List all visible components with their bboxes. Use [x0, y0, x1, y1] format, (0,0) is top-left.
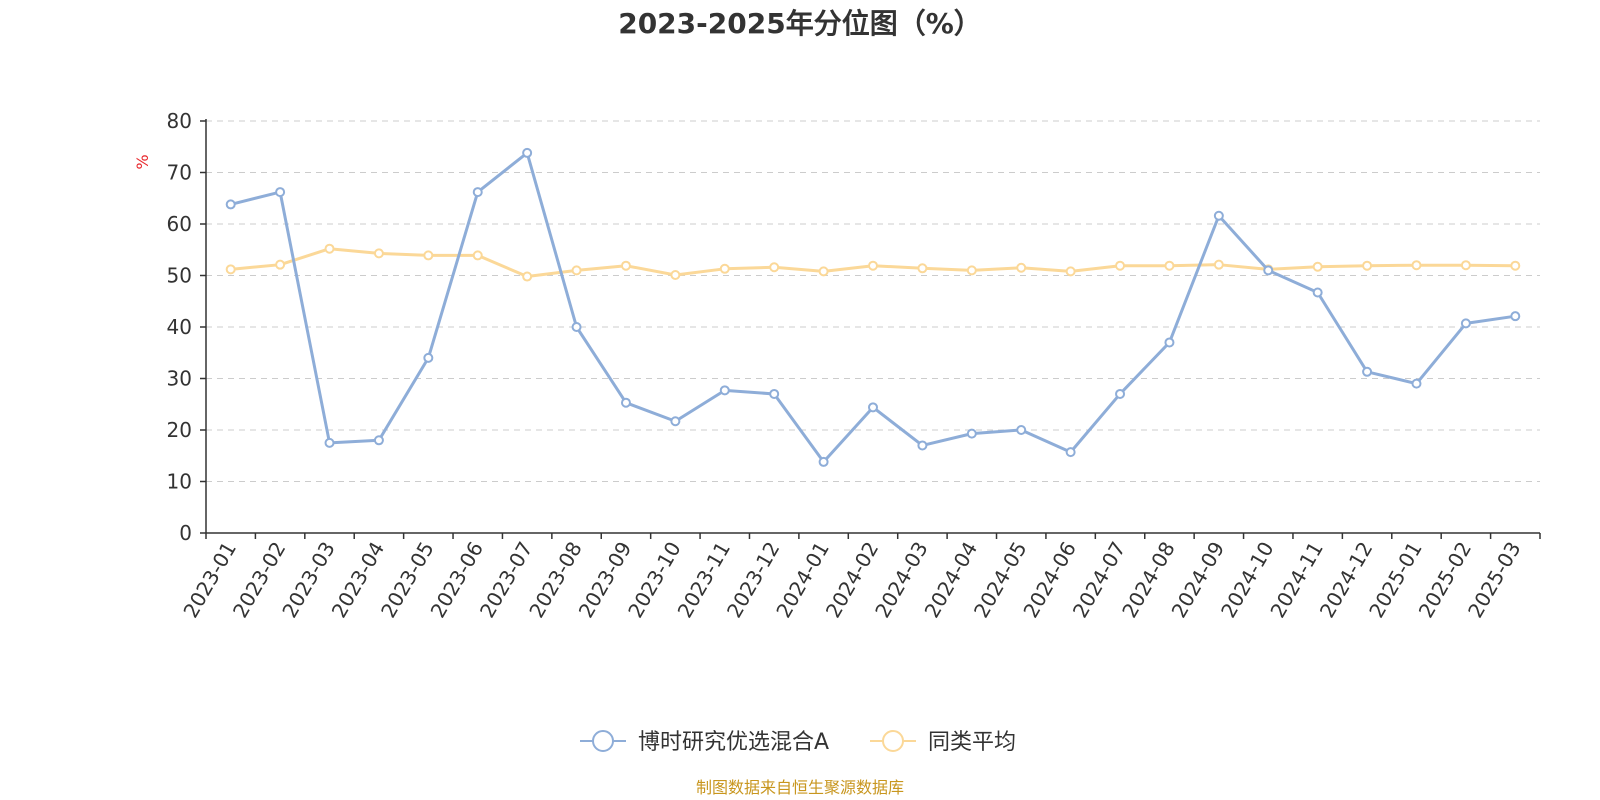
y-tick-label: 50 — [167, 264, 192, 288]
legend-label: 同类平均 — [928, 730, 1016, 755]
data-point — [966, 265, 977, 276]
data-point — [472, 250, 483, 261]
data-point — [1460, 318, 1471, 329]
data-point — [1016, 262, 1027, 273]
data-point — [1362, 260, 1373, 271]
data-point — [1510, 311, 1521, 322]
data-point — [966, 428, 977, 439]
chart-title: 2023-2025年分位图（%） — [618, 7, 982, 40]
data-point — [1213, 259, 1224, 270]
data-point — [1312, 287, 1323, 298]
data-point — [1065, 266, 1076, 277]
data-point — [1263, 265, 1274, 276]
data-point — [1016, 425, 1027, 435]
data-point — [868, 402, 878, 413]
y-tick-label: 0 — [179, 521, 192, 545]
data-point — [818, 456, 829, 467]
data-point — [472, 187, 483, 198]
data-point — [1411, 378, 1422, 389]
data-point — [1411, 260, 1422, 271]
data-point — [1460, 260, 1471, 271]
data-point — [522, 271, 533, 282]
data-point — [769, 388, 780, 399]
data-point — [769, 262, 780, 273]
y-tick-label: 30 — [167, 367, 192, 391]
data-point — [324, 243, 335, 254]
data-point — [1164, 337, 1175, 348]
data-point — [1115, 388, 1126, 399]
data-point — [275, 259, 286, 270]
data-point — [275, 187, 286, 198]
data-point — [571, 322, 582, 332]
data-point — [719, 385, 730, 396]
source-note: 制图数据来自恒生聚源数据库 — [695, 778, 904, 797]
data-point — [620, 260, 631, 271]
data-point — [571, 265, 582, 276]
data-point — [522, 147, 533, 158]
y-tick-label: 10 — [167, 470, 192, 494]
data-point — [917, 263, 928, 274]
y-tick-label: 60 — [167, 212, 192, 236]
data-point — [868, 260, 878, 271]
data-point — [1065, 447, 1076, 458]
data-point — [373, 435, 384, 446]
data-point — [373, 248, 384, 259]
legend-label: 博时研究优选混合A — [638, 730, 829, 755]
data-point — [324, 437, 335, 448]
data-point — [1312, 261, 1323, 272]
series-line — [230, 151, 1516, 464]
data-point — [818, 266, 829, 277]
data-point — [1213, 210, 1224, 221]
data-point — [423, 352, 434, 363]
y-tick-label: 80 — [167, 109, 192, 133]
y-axis-label: % — [133, 154, 152, 169]
y-tick-label: 70 — [167, 161, 192, 185]
data-point — [670, 416, 681, 427]
data-point — [917, 440, 928, 451]
data-point — [1362, 366, 1373, 377]
y-tick-label: 20 — [167, 418, 192, 442]
data-point — [423, 250, 434, 261]
data-point — [1510, 260, 1521, 271]
data-point — [1164, 260, 1175, 271]
data-point — [670, 269, 681, 280]
legend-marker — [592, 730, 614, 752]
data-point — [225, 264, 236, 275]
data-point — [225, 199, 236, 210]
data-point — [1115, 260, 1126, 271]
y-tick-label: 40 — [167, 315, 192, 339]
legend-marker — [882, 730, 904, 752]
data-point — [620, 397, 631, 408]
data-point — [719, 263, 730, 274]
